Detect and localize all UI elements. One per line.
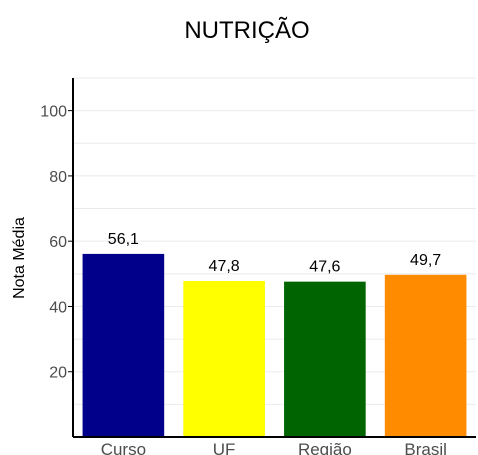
- x-tick-label: UF: [213, 440, 236, 455]
- y-tick-label: 100: [40, 104, 67, 121]
- bar-brasil: [384, 274, 467, 437]
- x-tick-label: Brasil: [404, 440, 447, 455]
- data-label: 47,6: [309, 259, 340, 276]
- y-tick-label: 80: [49, 169, 67, 186]
- data-label: 47,8: [209, 258, 240, 275]
- bar-curso: [82, 253, 165, 437]
- bars: [82, 253, 467, 437]
- y-tick-label: 60: [49, 234, 67, 251]
- bar-uf: [183, 280, 265, 437]
- y-axis-ticks: 20 40 60 80 100: [40, 104, 73, 382]
- x-tick-label: Região: [298, 440, 352, 455]
- data-labels: 56,1 47,8 47,6 49,7: [108, 231, 441, 276]
- y-axis-label: Nota Média: [11, 217, 28, 299]
- x-axis-ticks: Curso UF Região Brasil: [101, 440, 447, 455]
- data-label: 56,1: [108, 231, 139, 248]
- y-tick-label: 40: [49, 299, 67, 316]
- chart-title: NUTRIÇÃO: [184, 17, 309, 44]
- y-tick-label: 20: [49, 365, 67, 382]
- x-tick-label: Curso: [101, 440, 146, 455]
- bar-região: [284, 281, 366, 437]
- data-label: 49,7: [410, 252, 441, 269]
